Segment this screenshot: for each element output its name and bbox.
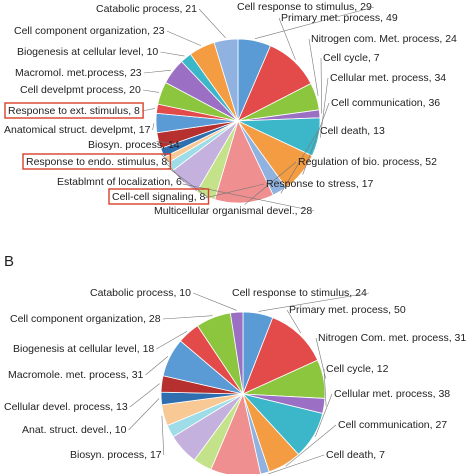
leader-line — [152, 123, 155, 131]
slice-label-cell-develpmt-process: Cell develpmt process, 20 — [20, 84, 141, 96]
highlight-box — [4, 102, 144, 119]
slice-label-response-to-endo-stimulus: Response to endo. stimulus, 8 — [26, 156, 167, 168]
slice-label-anatomical-struct-develpmt: Anatomical struct. develpmt, 17 — [4, 124, 151, 136]
slice-label-catabolic-process: Catabolic process, 10 — [90, 287, 191, 299]
leader-line — [280, 130, 319, 194]
leader-line — [204, 183, 265, 199]
pie-slice-catabolic-process — [213, 38, 239, 122]
pie-slice-cell-death — [242, 393, 270, 474]
slice-label-biogenesis-at-cellular-level: Biogenesis at cellular level, 10 — [17, 46, 158, 58]
leader-line — [320, 57, 322, 114]
highlight-box — [108, 188, 210, 205]
slice-label-cell-response-to-stimulus: Cell response to stimulus, 29 — [237, 1, 372, 13]
pie-chart-b: B Cell response to stimulus, 24 Primary m… — [4, 253, 466, 474]
slice-label-response-to-ext-stimulus: Response to ext. stimulus, 8 — [8, 105, 140, 117]
leader-line — [323, 368, 327, 407]
slice-label-establmnt-of-localization: Establmnt of localization, 6 — [57, 176, 182, 188]
highlight-box — [22, 153, 172, 170]
leader-line — [198, 8, 226, 39]
slice-label-nitrogen-com-met-process: Nitrogen com. Met. process, 24 — [311, 33, 457, 45]
leader-line — [129, 383, 160, 408]
panel-label-b: B — [4, 253, 14, 270]
leader-line — [254, 6, 375, 39]
leader-line — [168, 167, 208, 198]
slice-label-response-to-stress: Response to stress, 17 — [266, 178, 374, 190]
leader-line — [166, 30, 202, 46]
leader-line — [302, 102, 330, 175]
leader-line — [308, 38, 319, 96]
slice-label-cell-cell-signaling: Cell-cell signaling, 8 — [112, 191, 206, 203]
slice-label-catabolic-process: Catabolic process, 21 — [96, 3, 197, 15]
leader-line — [244, 161, 297, 205]
leader-line — [285, 424, 337, 467]
slice-label-multicellular-organismal-devel: Multicellular organismal devel., 28 — [154, 205, 312, 217]
slice-label-biogenesis-at-cellular-level: Biogenesis at cellular level, 18 — [13, 343, 154, 355]
leader-line — [145, 356, 169, 376]
leader-line — [142, 89, 160, 93]
slice-label-anat-struct-devel: Anat. struct. devel., 10 — [22, 424, 127, 436]
leader-line — [156, 140, 182, 146]
slice-label-cell-cycle: Cell cycle, 12 — [326, 363, 389, 375]
slice-label-nitrogen-com-met-process: Nitrogen Com. met. process, 31 — [318, 332, 466, 344]
slice-label-cellular-met-process: Cellular met. process, 38 — [334, 388, 450, 400]
pie-slice-catabolic-process — [229, 311, 244, 395]
slice-label-cell-death: Cell death, 13 — [320, 125, 385, 137]
leader-line — [160, 51, 185, 57]
leader-line — [320, 77, 329, 138]
slice-label-cell-death: Cell death, 7 — [326, 449, 385, 461]
leader-line — [143, 69, 172, 74]
leader-line — [286, 309, 302, 334]
leader-line — [162, 315, 213, 320]
slice-label-macromole-met-process: Macromole. met. process, 31 — [8, 369, 144, 381]
slice-label-cell-cycle: Cell cycle, 7 — [323, 52, 380, 64]
leader-line — [278, 17, 296, 60]
slice-label-primary-met-process: Primary met. process, 50 — [289, 304, 406, 316]
slice-label-biosyn-process: Biosyn. process, 14 — [88, 139, 180, 151]
leader-line — [156, 331, 188, 350]
leader-line — [163, 160, 185, 183]
leader-line — [128, 398, 160, 431]
slice-label-cellular-met-process: Cellular met. process, 34 — [330, 72, 446, 84]
slice-label-cell-communication: Cell communication, 36 — [331, 97, 440, 109]
leader-line — [315, 393, 333, 437]
leader-line — [142, 108, 156, 112]
slice-label-cell-response-to-stimulus: Cell response to stimulus, 24 — [232, 287, 367, 299]
pie-slice-primary-met-process — [242, 317, 319, 395]
leader-line — [258, 292, 370, 312]
slice-label-primary-met-process: Primary met. process, 49 — [281, 12, 398, 24]
slice-label-biosyn-process: Biosyn. process, 17 — [70, 449, 162, 461]
leader-line — [192, 292, 237, 311]
slice-label-macromol-met-process: Macromol. met.process, 23 — [15, 67, 142, 79]
slice-label-cellular-devel-process: Cellular devel. process, 13 — [4, 401, 128, 413]
leader-line — [161, 415, 165, 456]
slice-label-cell-component-organization: Cell component organization, 23 — [14, 25, 165, 37]
slice-label-regulation-of-bio-process: Regulation of bio. process, 52 — [298, 156, 437, 168]
leader-line — [160, 153, 170, 163]
slice-label-cell-component-organization: Cell component organization, 28 — [10, 313, 161, 325]
slice-label-cell-communication: Cell communication, 27 — [338, 419, 447, 431]
leader-line — [267, 454, 325, 474]
